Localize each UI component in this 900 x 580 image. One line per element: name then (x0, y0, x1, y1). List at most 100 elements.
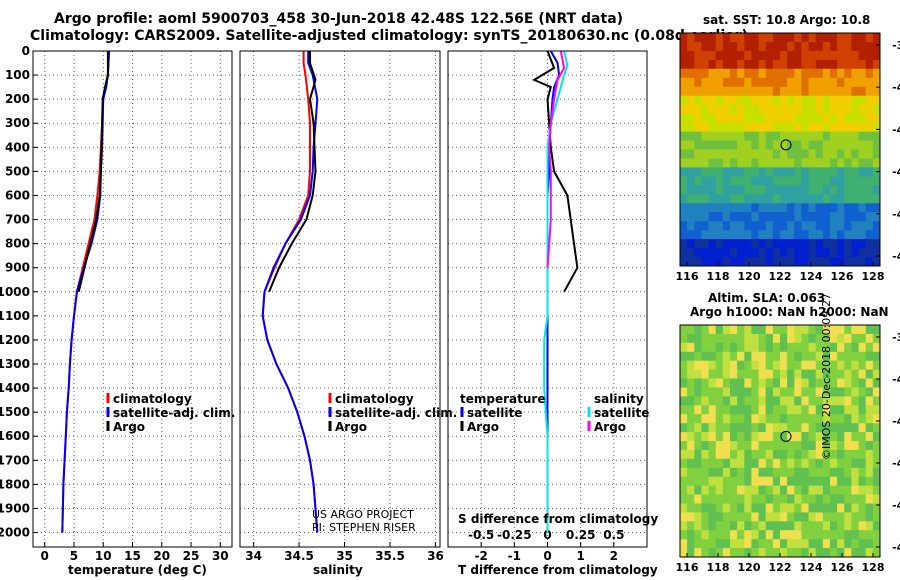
map-y-tick-label: -40 (892, 81, 900, 94)
series-salinity-argo (546, 50, 566, 268)
plot-frame (447, 50, 648, 548)
y-tick-label: 900 (5, 261, 30, 275)
x-tick-label: 35.5 (375, 549, 405, 563)
series-satellite-adj-clim- (261, 51, 319, 533)
map-x-tick-label: 120 (738, 561, 761, 574)
map-x-tick-label: 120 (738, 270, 761, 283)
argo-location-marker (780, 430, 792, 442)
map-x-tick-label: 116 (676, 270, 699, 283)
y-tick-label: 1000 (0, 285, 30, 299)
y-tick-label: 500 (5, 164, 30, 178)
credit-pi: PI: STEPHEN RISER (312, 521, 416, 534)
argo-location-marker (780, 139, 792, 151)
map-x-tick-label: 122 (769, 561, 792, 574)
map-y-tick-label: -38 (892, 331, 900, 344)
map-x-tick-label: 124 (800, 561, 823, 574)
y-tick-label: 100 (5, 68, 30, 82)
map-y-tick-label: -42 (892, 123, 900, 136)
xlabel-tdiff: T difference from climatology (458, 563, 658, 577)
x-tick-label: -1 (508, 549, 521, 563)
y-tick-label: 0 (22, 44, 30, 58)
x-tick-label: 2 (610, 549, 618, 563)
map-y-tick-label: -44 (892, 457, 900, 470)
legend-temp-satellite: satellite (467, 406, 523, 420)
map-y-tick-label: -40 (892, 373, 900, 386)
y-tick-label: 800 (5, 237, 30, 251)
x2-tick-label: 0.5 (603, 528, 624, 542)
legend-temperature-title: temperature (460, 392, 546, 406)
y-tick-label: 1600 (0, 429, 30, 443)
map-sla (680, 325, 881, 558)
y-tick-label: 1500 (0, 405, 30, 419)
x-tick-label: -2 (474, 549, 487, 563)
y-tick-label: 1800 (0, 477, 30, 491)
y-tick-label: 1900 (0, 501, 30, 515)
legend-sal-argo: Argo (594, 420, 627, 434)
x-tick-label: 5 (70, 549, 78, 563)
map-sst-title: sat. SST: 10.8 Argo: 10.8 (703, 13, 871, 27)
series-argo (77, 51, 109, 293)
legend-argo: Argo (113, 420, 146, 434)
y-tick-label: 1400 (0, 381, 30, 395)
map-x-tick-label: 126 (831, 270, 854, 283)
series-temperature-argo (532, 50, 579, 293)
legend-satellite: satellite-adj. clim. (113, 406, 236, 420)
map-y-tick-label: -48 (892, 541, 900, 554)
legend-argo-2: Argo (335, 420, 368, 434)
map-x-tick-label: 128 (862, 561, 885, 574)
map-y-tick-label: -44 (892, 166, 900, 179)
plot-frame (32, 50, 233, 548)
x-tick-label: 20 (153, 549, 170, 563)
legend-sal-satellite: satellite (594, 406, 650, 420)
y-tick-label: 200 (5, 92, 30, 106)
map-y-tick-label: -46 (892, 208, 900, 221)
map-y-tick-label: -42 (892, 415, 900, 428)
x-tick-label: 10 (95, 549, 112, 563)
x-tick-label: 0 (41, 549, 49, 563)
legend-climatology-2: climatology (335, 392, 414, 406)
x2-tick-label: -0.5 (468, 528, 494, 542)
x-tick-label: 25 (183, 549, 200, 563)
series-argo (268, 51, 317, 293)
x-tick-label: 36 (427, 549, 444, 563)
map-x-tick-label: 126 (831, 561, 854, 574)
legend-climatology: climatology (113, 392, 192, 406)
map-sla-title-1: Altim. SLA: 0.063 (708, 291, 826, 305)
xlabel-salinity: salinity (313, 563, 363, 577)
legend-temp-argo: Argo (467, 420, 500, 434)
y-tick-label: 600 (5, 188, 30, 202)
x-tick-label: 15 (124, 549, 141, 563)
map-x-tick-label: 116 (676, 561, 699, 574)
x-tick-label: 0 (543, 549, 551, 563)
y-tick-label: 1700 (0, 453, 30, 467)
credit-project: US ARGO PROJECT (312, 508, 414, 521)
x2-tick-label: 0 (543, 528, 551, 542)
legend-salinity-title: salinity (594, 392, 644, 406)
map-sst (680, 33, 881, 267)
x2-tick-label: -0.25 (497, 528, 532, 542)
map-y-tick-label: -46 (892, 499, 900, 512)
map-y-tick-label: -38 (892, 39, 900, 52)
x-tick-label: 30 (212, 549, 229, 563)
imos-stamp: ©IMOS 20-Dec-2018 00:09:27 (820, 293, 833, 460)
y-tick-label: 700 (5, 213, 30, 227)
y-tick-label: 1200 (0, 333, 30, 347)
map-x-tick-label: 122 (769, 270, 792, 283)
x-tick-label: 35 (336, 549, 353, 563)
map-x-tick-label: 118 (707, 270, 730, 283)
y-tick-label: 300 (5, 116, 30, 130)
figure-subtitle: Climatology: CARS2009. Satellite-adjuste… (30, 28, 748, 44)
map-sla-title-2: Argo h1000: NaN h2000: NaN (690, 305, 889, 319)
map-x-tick-label: 128 (862, 270, 885, 283)
plot-frame (239, 50, 441, 548)
figure-title: Argo profile: aoml 5900703_458 30-Jun-20… (54, 11, 624, 27)
map-x-tick-label: 118 (707, 561, 730, 574)
y-tick-label: 1300 (0, 357, 30, 371)
x-tick-label: 34.5 (284, 549, 314, 563)
map-x-tick-label: 124 (800, 270, 823, 283)
xlabel-temperature: temperature (deg C) (68, 563, 207, 577)
x2-tick-label: 0.25 (566, 528, 596, 542)
x-tick-label: 34 (245, 549, 262, 563)
legend-satellite-2: satellite-adj. clim. (335, 406, 458, 420)
